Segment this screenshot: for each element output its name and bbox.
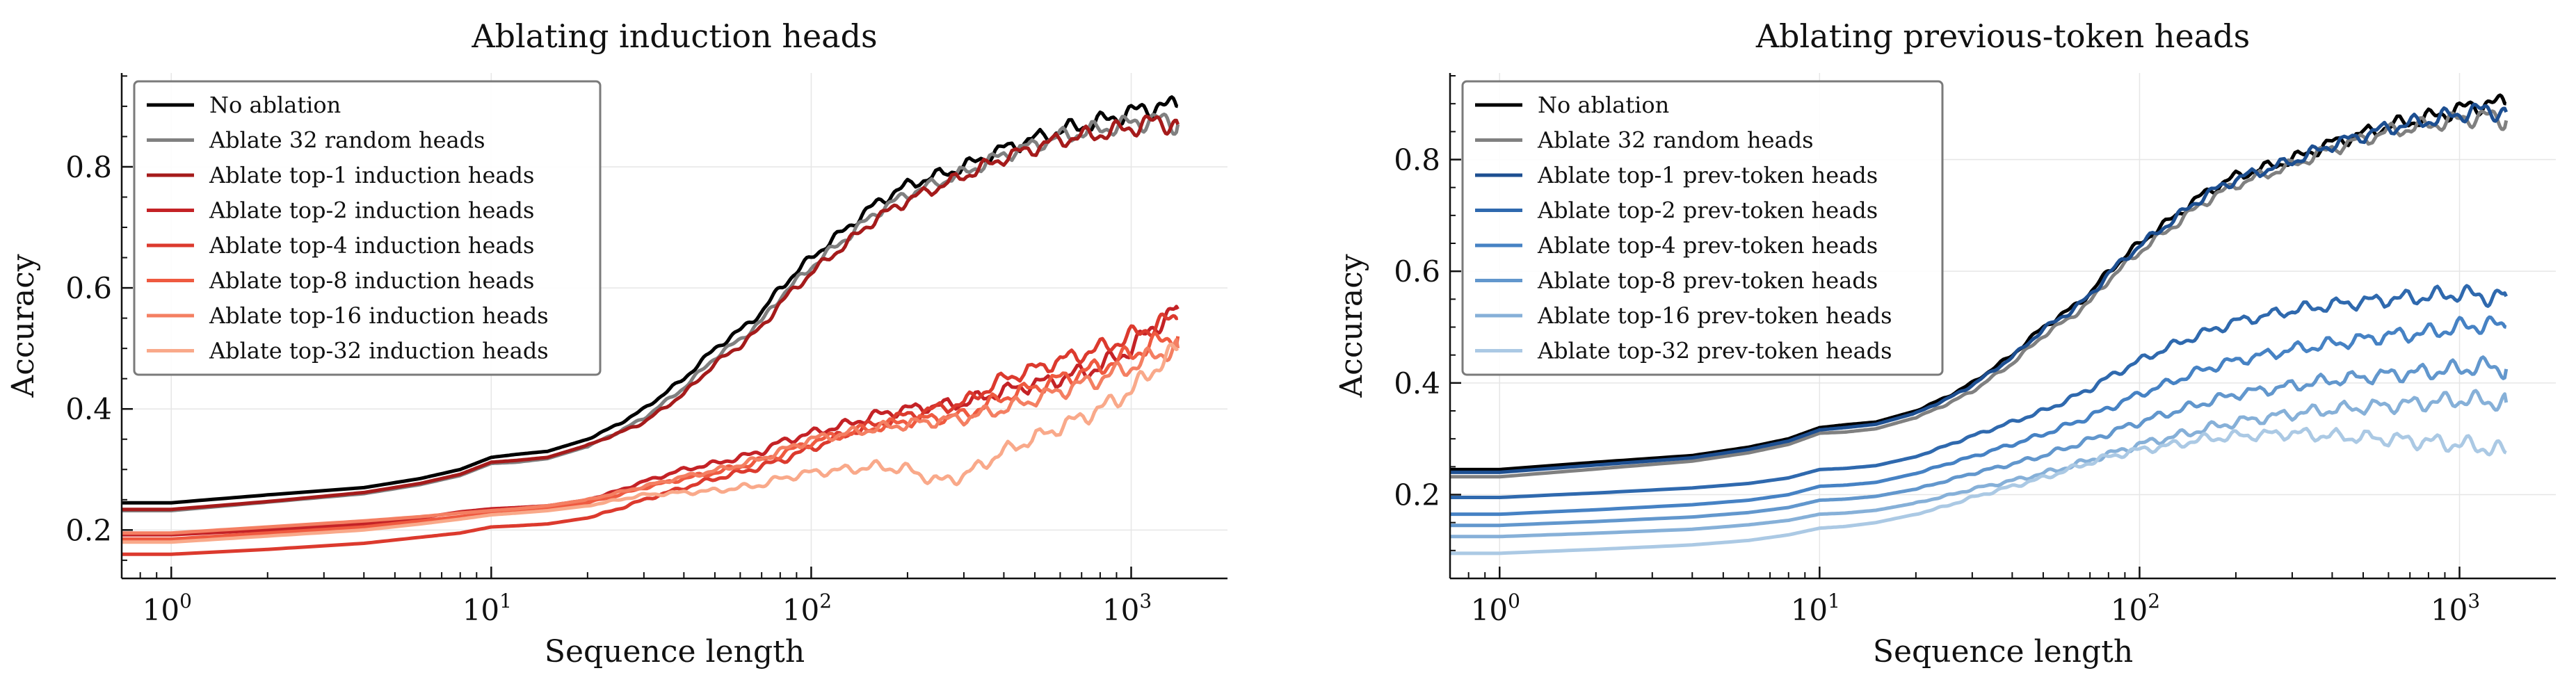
series-line-ablate-32-random-heads: [1450, 109, 2509, 479]
legend-box: [133, 80, 602, 376]
legend-label: Ablate top-8 prev-token heads: [1537, 268, 1878, 294]
y-tick-label: 0.6: [65, 271, 112, 305]
series-lines-induction: [122, 95, 1180, 556]
panel-previous-token-heads: 0.2 0.4 0.6 0.8 100 101 102 103 Ablating previou…: [1334, 17, 2556, 669]
legend-entry-ablate-32-random-heads: Ablate 32 random heads: [1475, 127, 1814, 154]
legend-label: Ablate top-16 prev-token heads: [1537, 302, 1892, 329]
legend-box: [1461, 80, 1944, 376]
panel-induction-heads: 0.2 0.4 0.6 0.8 100 101 102 103 Ablating inducti…: [6, 17, 1227, 669]
x-tick-label: 101: [462, 590, 512, 627]
legend-label: Ablate top-2 induction heads: [209, 197, 534, 224]
y-tick-label: 0.2: [65, 513, 112, 547]
x-tick-label: 100: [1471, 590, 1520, 627]
legend-label: No ablation: [209, 92, 341, 118]
y-tick-label: 0.4: [65, 392, 112, 426]
series-line-ablate-top-32-induction-heads: [122, 342, 1180, 544]
legend-label: Ablate top-2 prev-token heads: [1537, 197, 1878, 224]
series-line-ablate-top-16-induction-heads: [122, 338, 1180, 535]
legend-entry-ablate-top-32-prev-token-heads: Ablate top-32 prev-token heads: [1475, 338, 1892, 364]
legend-label: Ablate top-1 induction heads: [209, 162, 534, 188]
series-line-ablate-top-1-induction-heads: [122, 114, 1180, 512]
series-lines-prevtoken: [1450, 93, 2509, 555]
series-line-ablate-top-8-induction-heads: [122, 331, 1180, 541]
y-axis-label: Accuracy: [6, 254, 41, 398]
series-line-ablate-top-2-prev-token-heads: [1450, 284, 2508, 499]
chart-title: Ablating induction heads: [471, 17, 877, 55]
legend-entry-ablate-top-1-prev-token-heads: Ablate top-1 prev-token heads: [1475, 162, 1878, 188]
legend-entry-ablate-top-4-prev-token-heads: Ablate top-4 prev-token heads: [1475, 232, 1878, 259]
y-tick-label: 0.4: [1394, 366, 1440, 400]
series-line-ablate-top-32-prev-token-heads: [1450, 426, 2507, 555]
x-tick-label: 103: [2431, 590, 2480, 627]
legend-entry-ablate-top-16-induction-heads: Ablate top-16 induction heads: [147, 302, 549, 329]
y-tick-label: 0.8: [65, 150, 112, 184]
y-tick-label: 0.8: [1394, 143, 1440, 177]
x-tick-label: 102: [2111, 590, 2160, 627]
legend-entry-ablate-top-8-induction-heads: Ablate top-8 induction heads: [147, 268, 534, 294]
x-axis-label: Sequence length: [545, 634, 805, 669]
legend-entry-ablate-top-8-prev-token-heads: Ablate top-8 prev-token heads: [1475, 268, 1878, 294]
series-line-ablate-top-16-prev-token-heads: [1450, 389, 2509, 539]
legend-label: Ablate top-8 induction heads: [209, 268, 534, 294]
legend-entry-ablate-top-32-induction-heads: Ablate top-32 induction heads: [147, 338, 549, 364]
y-tick-label: 0.6: [1394, 254, 1440, 289]
legend-entry-ablate-top-4-induction-heads: Ablate top-4 induction heads: [147, 232, 534, 259]
x-axis-label: Sequence length: [1873, 634, 2133, 669]
legend-entry-ablate-top-1-induction-heads: Ablate top-1 induction heads: [147, 162, 534, 188]
legend-label: Ablate top-4 prev-token heads: [1537, 232, 1878, 259]
x-tick-label: 103: [1102, 590, 1152, 627]
x-tick-label: 102: [782, 590, 832, 627]
legend-induction: No ablation Ablate 32 random heads Ablate …: [133, 80, 602, 376]
legend-entry-no-ablation: No ablation: [1475, 92, 1669, 118]
series-line-ablate-top-1-prev-token-heads: [1450, 102, 2509, 474]
legend-label: Ablate 32 random heads: [209, 127, 485, 154]
legend-label: Ablate top-4 induction heads: [209, 232, 534, 259]
x-tick-label: 100: [143, 590, 192, 627]
y-axis-label: Accuracy: [1334, 254, 1369, 398]
legend-entry-ablate-top-2-induction-heads: Ablate top-2 induction heads: [147, 197, 534, 224]
legend-entry-ablate-top-16-prev-token-heads: Ablate top-16 prev-token heads: [1475, 302, 1892, 329]
y-tick-label: 0.2: [1394, 478, 1440, 512]
legend-prevtoken: No ablation Ablate 32 random heads Ablate …: [1461, 80, 1944, 376]
x-tick-label: 101: [1791, 590, 1840, 627]
series-line-ablate-top-4-induction-heads: [122, 312, 1179, 556]
series-line-ablate-top-4-prev-token-heads: [1450, 315, 2507, 517]
legend-label: Ablate top-1 prev-token heads: [1537, 162, 1878, 188]
legend-label: Ablate top-16 induction heads: [209, 302, 549, 329]
legend-label: No ablation: [1538, 92, 1669, 118]
chart-title: Ablating previous-token heads: [1755, 17, 2250, 55]
legend-entry-ablate-top-2-prev-token-heads: Ablate top-2 prev-token heads: [1475, 197, 1878, 224]
legend-entry-no-ablation: No ablation: [147, 92, 341, 118]
series-line-ablate-top-8-prev-token-heads: [1450, 355, 2509, 528]
legend-entry-ablate-32-random-heads: Ablate 32 random heads: [147, 127, 485, 154]
legend-label: Ablate 32 random heads: [1537, 127, 1814, 154]
legend-label: Ablate top-32 induction heads: [209, 338, 549, 364]
legend-label: Ablate top-32 prev-token heads: [1537, 338, 1892, 364]
